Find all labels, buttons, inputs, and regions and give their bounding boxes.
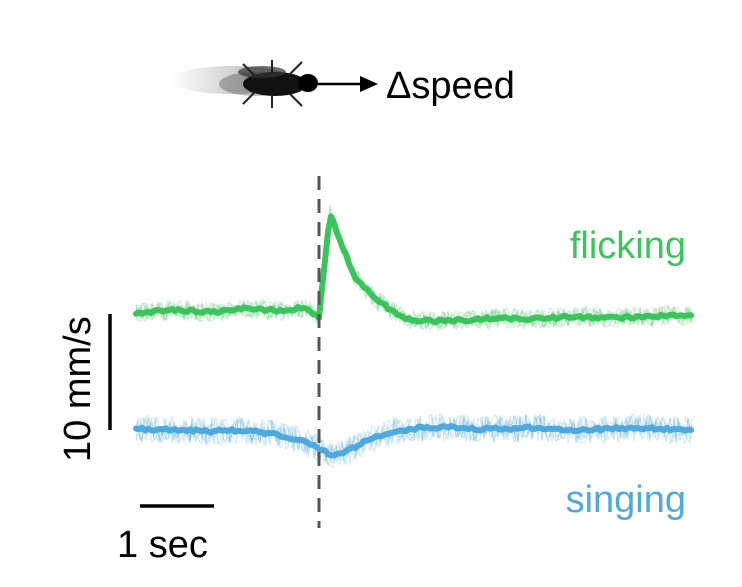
mean-trace-singing — [133, 423, 694, 459]
series-label-singing: singing — [566, 479, 686, 521]
trial-trace-singing — [135, 413, 693, 469]
series-label-flicking: flicking — [570, 225, 686, 267]
trial-trace-flicking — [135, 218, 693, 331]
horizontal-scale-label: 1 sec — [117, 524, 208, 566]
fly-icon — [170, 60, 318, 108]
trial-trace-flicking — [135, 212, 693, 329]
direction-arrow — [318, 76, 378, 92]
vertical-scale-label: 10 mm/s — [57, 316, 99, 462]
mean-trace-flicking — [133, 213, 694, 326]
delta-speed-label: Δspeed — [386, 65, 515, 107]
trial-trace-singing — [135, 414, 693, 465]
traces — [133, 204, 694, 469]
